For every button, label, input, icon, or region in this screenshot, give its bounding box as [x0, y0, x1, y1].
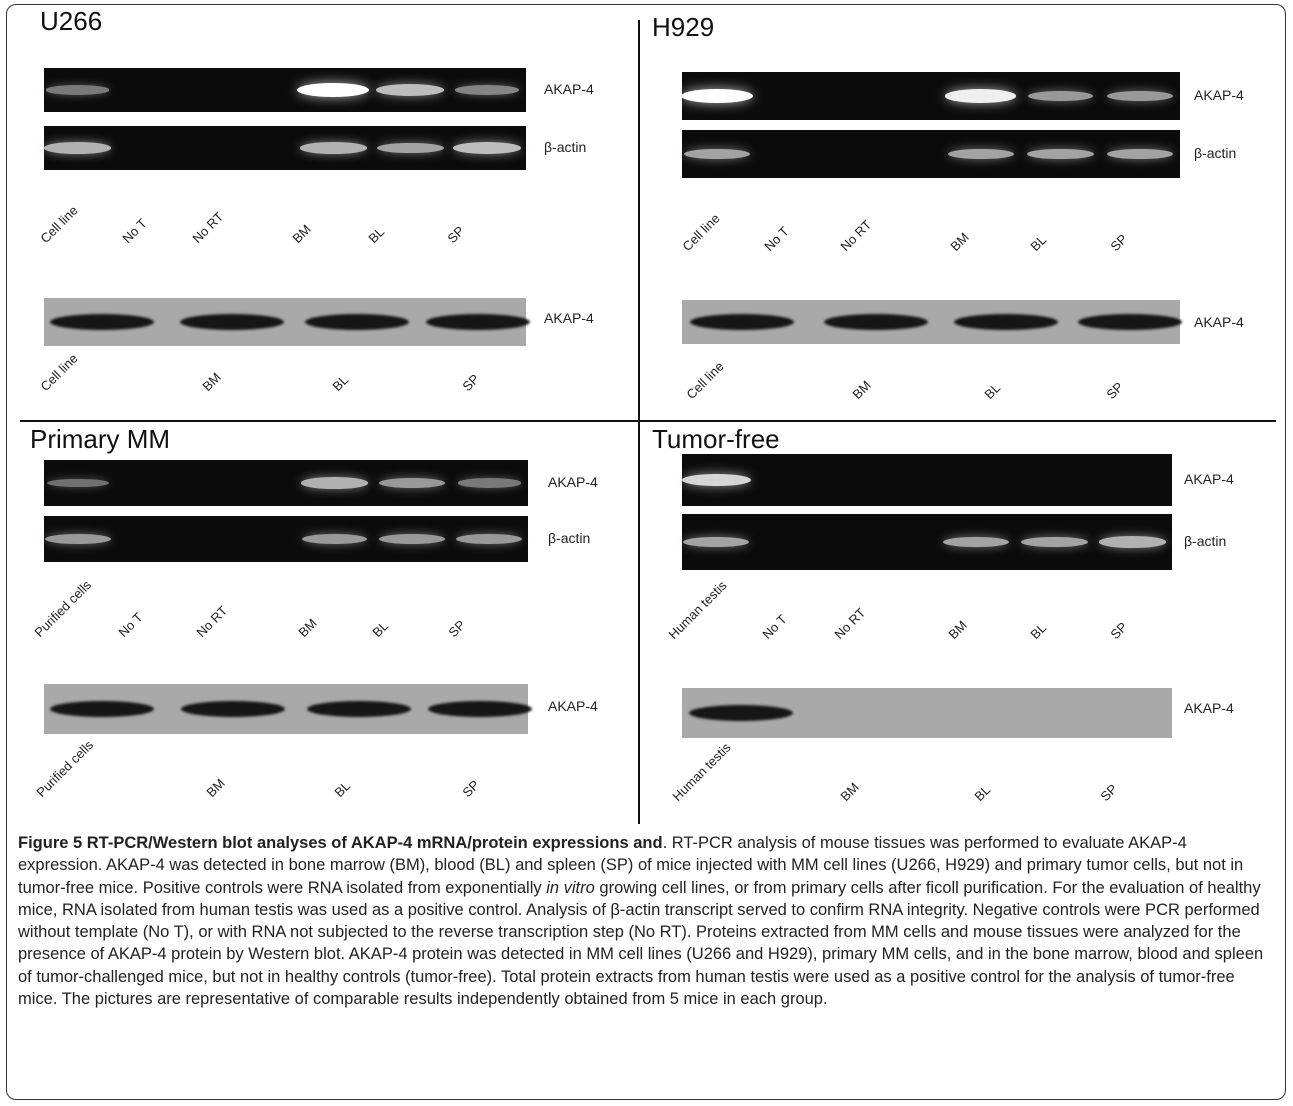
- gel-band: [453, 142, 522, 154]
- gel-row-label: β-actin: [548, 530, 591, 546]
- western-band: [824, 314, 929, 330]
- caption-title: Figure 5 RT-PCR/Western blot analyses of…: [18, 834, 663, 852]
- western-blot: [44, 298, 530, 346]
- western-band: [49, 314, 154, 330]
- western-band: [689, 314, 794, 330]
- gel-band: [945, 89, 1017, 103]
- gel-band: [455, 85, 520, 95]
- caption-italic: in vitro: [546, 878, 595, 897]
- panel-title: H929: [652, 12, 715, 42]
- rt-pcr-gel: [682, 130, 1180, 178]
- western-band: [180, 701, 285, 717]
- panel-title: U266: [40, 6, 103, 36]
- gel-band: [379, 533, 445, 545]
- western-band: [1078, 314, 1183, 330]
- gel-band: [1027, 148, 1094, 160]
- caption-text-2: growing cell lines, or from primary cell…: [18, 878, 1264, 1009]
- gel-row-label: AKAP-4: [1194, 87, 1244, 103]
- gel-band: [681, 473, 752, 487]
- western-row-label: AKAP-4: [548, 698, 598, 714]
- panel-title: Tumor-free: [652, 424, 780, 454]
- western-row-label: AKAP-4: [544, 310, 594, 326]
- rt-pcr-gel: [682, 514, 1172, 570]
- gel-band: [297, 83, 370, 97]
- western-band: [50, 701, 155, 717]
- western-blot: [44, 684, 532, 734]
- gel-band: [377, 142, 444, 154]
- gel-row-label: AKAP-4: [548, 474, 598, 490]
- gel-band: [1099, 536, 1167, 548]
- western-band: [953, 314, 1058, 330]
- rt-pcr-gel: [44, 126, 526, 170]
- gel-band: [46, 478, 110, 488]
- western-row-label: AKAP-4: [1184, 700, 1234, 716]
- gel-band: [300, 477, 368, 489]
- western-band: [427, 701, 532, 717]
- western-band: [306, 701, 411, 717]
- gel-band: [680, 89, 753, 103]
- panel-title: Primary MM: [30, 424, 171, 454]
- gel-band: [1106, 148, 1174, 160]
- western-blot: [682, 300, 1183, 344]
- gel-band: [45, 533, 111, 545]
- rt-pcr-gel: [44, 516, 528, 562]
- gel-band: [1027, 90, 1094, 102]
- rt-pcr-gel: [44, 68, 526, 112]
- gel-band: [683, 148, 751, 160]
- caption-text-1: . RT-PCR analysis of mouse tissues was p…: [18, 834, 1244, 897]
- gel-band: [44, 142, 112, 154]
- western-band: [179, 314, 284, 330]
- western-band: [305, 314, 410, 330]
- western-band: [425, 314, 530, 330]
- gel-band: [456, 533, 523, 545]
- gel-band: [457, 478, 521, 488]
- panel-divider-horizontal: [20, 420, 1276, 422]
- rt-pcr-gel: [44, 460, 528, 506]
- gel-band: [46, 85, 110, 95]
- western-blot: [682, 688, 1172, 738]
- rt-pcr-gel: [681, 454, 1172, 506]
- gel-band: [683, 536, 750, 548]
- gel-band: [299, 142, 367, 154]
- gel-row-label: AKAP-4: [544, 81, 594, 97]
- gel-band: [376, 84, 445, 96]
- panel-divider-vertical: [638, 20, 640, 824]
- figure-frame: [6, 4, 1286, 1100]
- rt-pcr-gel: [680, 72, 1180, 120]
- western-band: [688, 705, 793, 721]
- gel-band: [1107, 90, 1173, 102]
- gel-row-label: β-actin: [1194, 145, 1237, 161]
- gel-band: [947, 148, 1014, 160]
- gel-band: [379, 477, 445, 489]
- gel-band: [301, 533, 368, 545]
- gel-row-label: AKAP-4: [1184, 471, 1234, 487]
- figure-caption: Figure 5 RT-PCR/Western blot analyses of…: [18, 832, 1274, 1010]
- gel-row-label: β-actin: [544, 139, 587, 155]
- western-row-label: AKAP-4: [1194, 314, 1244, 330]
- gel-band: [1021, 536, 1088, 548]
- gel-band: [942, 536, 1010, 548]
- gel-row-label: β-actin: [1184, 533, 1227, 549]
